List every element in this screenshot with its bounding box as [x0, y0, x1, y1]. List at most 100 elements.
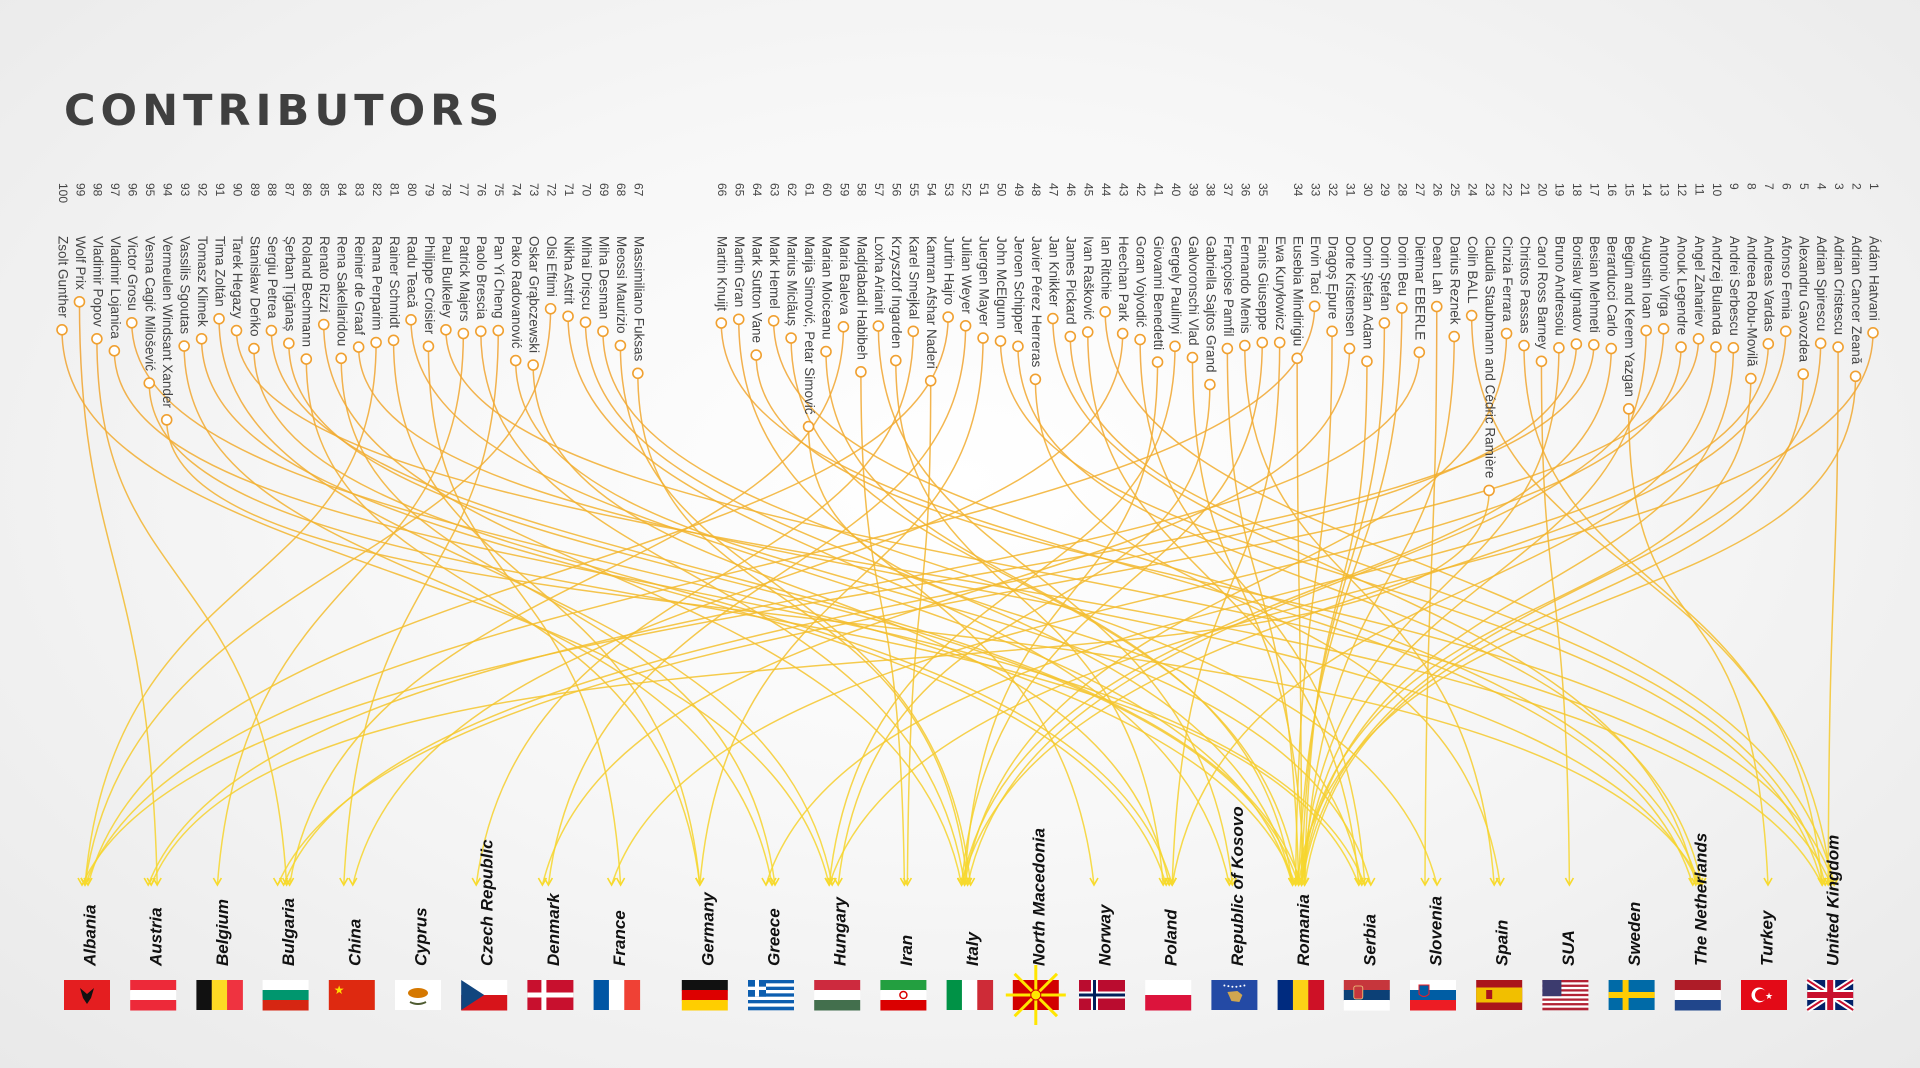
link-arrowhead [1224, 877, 1235, 887]
contributor-number: 19 [1553, 183, 1567, 197]
link-arrowhead [1290, 877, 1301, 887]
contributor-name: Dorte Kristensen [1343, 236, 1358, 337]
contributor-node [1204, 378, 1216, 391]
contributor-link [1424, 306, 1438, 886]
contributor-name: Vladimir Lojanica [108, 236, 123, 339]
link-arrowhead [1697, 877, 1707, 887]
contributor-number: 34 [1291, 183, 1305, 197]
contributor-link [828, 332, 1874, 886]
country-label-spain: Spain [1493, 920, 1512, 966]
contributor-node [1012, 340, 1024, 353]
contributor-name: Juergen Mayer [976, 236, 991, 327]
contributor-node [1675, 341, 1687, 353]
contributor-link [567, 316, 1231, 886]
country-label-sua: SUA [1559, 930, 1578, 966]
contributor-node [1465, 309, 1478, 322]
contributor-name: Andrzej Bulanda [1709, 236, 1724, 336]
country-label-italy: Italy [963, 930, 982, 966]
contributor-number: 63 [767, 183, 781, 197]
contributor-name: Miha Desman [596, 236, 611, 319]
contributor-name: Loxha Arianit [872, 236, 887, 314]
uk-flag-icon [1805, 977, 1855, 1013]
contributor-node [405, 314, 417, 326]
macedonia-flag-icon [1005, 965, 1066, 1025]
contributor-name: Colin BALL [1465, 236, 1480, 304]
contributor-number: 51 [977, 183, 991, 197]
link-arrowhead [1360, 877, 1370, 887]
contributor-node [767, 314, 780, 327]
link-arrowhead [1817, 877, 1827, 887]
contributor-link [547, 325, 967, 886]
contributor-node [474, 325, 487, 338]
contributor-link [1226, 348, 1300, 886]
contributor-node [1361, 355, 1373, 368]
country-label-turkey: Turkey [1757, 909, 1776, 966]
contributor-number: 22 [1500, 183, 1514, 197]
contributor-link [1300, 347, 1560, 886]
contributor-name: Berarducci Carlo [1605, 236, 1620, 337]
contributor-number: 13 [1657, 183, 1671, 197]
contributor-name: Tomasz Klimek [195, 236, 210, 327]
contributor-name: Françoise Pamfil [1221, 236, 1236, 337]
contributor-number: 88 [265, 183, 279, 197]
contributor-name: Giovanni Benedetti [1151, 236, 1166, 350]
contributor-link [963, 333, 1508, 886]
contributor-number: 1 [1867, 183, 1881, 190]
contributor-link [113, 350, 1366, 886]
country-label-belgium: Belgium [213, 899, 232, 966]
contributor-name: Gabriella Sajtos Grand [1203, 236, 1218, 373]
contributor-name: Mihai Drișcu [579, 236, 594, 310]
contributor-node [1413, 346, 1426, 359]
link-arrowhead [143, 877, 153, 887]
contributor-number: 47 [1047, 183, 1061, 197]
contributor-number: 82 [370, 183, 384, 197]
link-arrowhead [1564, 877, 1575, 887]
contributor-node [248, 342, 260, 355]
contributor-link [1303, 361, 1368, 886]
contributor-name: Ivan Rašković [1081, 236, 1096, 320]
contributor-link [837, 384, 1211, 886]
contributor-number: 45 [1082, 183, 1096, 197]
link-arrowhead [959, 877, 970, 887]
contributor-link [253, 348, 1173, 886]
contributor-name: Massimiliano Fuksas [631, 236, 646, 362]
contributor-link [1523, 345, 1823, 886]
contributor-name: Mark Hemel [767, 236, 782, 309]
contributor-node [977, 332, 989, 344]
contributor-name: Pako Radovanović [509, 236, 524, 349]
contributor-node [230, 324, 243, 337]
contributor-name: Karel Smejkal [907, 236, 922, 319]
slovenia-flag-icon [1410, 980, 1456, 1011]
contributor-link [288, 326, 845, 886]
contributor-link [305, 359, 701, 886]
contributor-node [1378, 317, 1391, 329]
contributor-name: Fernando Menis [1238, 236, 1253, 334]
contributor-link [1104, 311, 1835, 886]
contributor-number: 69 [597, 183, 611, 197]
contributor-number: 10 [1710, 183, 1724, 197]
contributor-name: Dietmar EBERLE [1413, 236, 1428, 340]
contributor-number: 5 [1797, 183, 1811, 190]
contributor-link [720, 323, 1694, 886]
link-arrowhead [606, 877, 617, 887]
contributor-name: Angel Zahariev [1692, 236, 1707, 327]
link-arrowhead [80, 877, 90, 887]
contributor-link [602, 331, 1438, 886]
contributor-number: 76 [475, 183, 489, 197]
contributor-node [1326, 325, 1338, 338]
contributor-name: Adrian Spirescu [1814, 236, 1829, 331]
contributor-number: 38 [1204, 183, 1218, 197]
contributor-node [1186, 351, 1199, 364]
country-label-china: China [345, 919, 364, 966]
contributor-node [562, 310, 574, 323]
contributor-link [427, 346, 622, 886]
contributor-link [637, 373, 969, 886]
link-arrowhead [212, 877, 223, 887]
contributor-number: 87 [283, 183, 297, 197]
contributor-node [213, 312, 225, 325]
contributor-link [165, 419, 1703, 886]
contributor-number: 52 [959, 183, 973, 197]
contributor-link [1017, 346, 1703, 886]
contributor-name: Claudia Staubmann and Cédric Ramière [1483, 236, 1498, 478]
contributor-node [143, 377, 156, 389]
